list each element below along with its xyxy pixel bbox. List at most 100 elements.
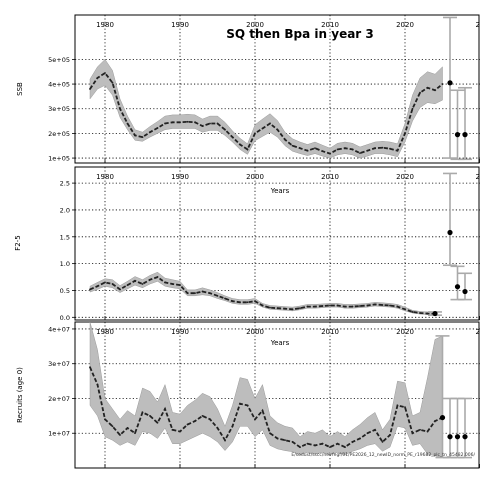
median-point <box>344 147 346 150</box>
median-point <box>246 301 249 304</box>
median-point <box>246 404 249 407</box>
median-point <box>404 406 406 409</box>
median-point <box>254 132 256 135</box>
x-tick-label: 2000 <box>246 173 264 181</box>
y-axis-label: SSB <box>16 82 24 96</box>
median-point <box>209 418 211 421</box>
median-point <box>374 428 376 431</box>
median-point <box>276 128 279 131</box>
median-point <box>141 283 144 285</box>
x-tick-label: 2010 <box>321 21 339 29</box>
panel-frame <box>74 14 480 164</box>
median-point <box>141 411 144 414</box>
median-point <box>291 308 294 311</box>
median-point <box>291 441 294 443</box>
median-point <box>231 425 234 428</box>
y-tick-label: 2e+05 <box>48 130 70 138</box>
median-point <box>374 147 376 150</box>
y-tick-label: 1.5 <box>60 233 70 241</box>
recruits-panel: 19801990200020102020201e+072e+073e+074e+… <box>16 321 480 469</box>
median-point <box>134 432 136 435</box>
median-point <box>284 138 286 141</box>
fishing-mortality-panel: 19801990200020102020200.00.51.01.52.02.5… <box>14 166 480 347</box>
confidence-band <box>89 321 443 458</box>
projection-point <box>462 434 468 440</box>
median-point <box>269 306 271 309</box>
median-point <box>134 279 136 282</box>
median-point <box>336 304 339 307</box>
median-point <box>216 427 219 429</box>
median-point <box>306 442 309 445</box>
median-point <box>201 414 204 417</box>
median-point <box>389 147 391 150</box>
median-point <box>171 283 174 285</box>
median-point <box>156 421 159 424</box>
median-point <box>404 308 406 311</box>
median-point <box>299 307 301 310</box>
median-point <box>411 432 414 435</box>
median-point <box>239 301 241 304</box>
median-point <box>164 122 166 125</box>
median-point <box>164 281 166 284</box>
y-axis-label: Recruits (age 0) <box>16 367 24 423</box>
median-point <box>126 284 129 287</box>
median-point <box>239 143 241 146</box>
chart-title: SQ then Bpa in year 3 <box>226 27 374 41</box>
projection-point <box>447 80 453 86</box>
median-series-line <box>89 366 443 449</box>
y-tick-label: 2.0 <box>60 206 70 214</box>
median-point <box>111 81 114 84</box>
x-tick-label: 2010 <box>321 328 339 336</box>
projection-point <box>447 434 453 440</box>
y-tick-label: 1e+07 <box>48 430 70 438</box>
median-point <box>201 125 204 127</box>
median-point <box>366 304 369 307</box>
y-tick-label: 4e+07 <box>48 325 70 333</box>
median-point <box>209 292 211 295</box>
median-point <box>119 288 121 291</box>
x-tick-label: 2020 <box>396 173 414 181</box>
x-tick-label: 1990 <box>171 328 189 336</box>
median-point <box>246 148 249 151</box>
y-tick-label: 4e+05 <box>48 81 70 89</box>
median-point <box>216 294 219 297</box>
median-point <box>126 427 129 429</box>
median-point <box>419 428 421 431</box>
confidence-band <box>89 271 436 316</box>
median-point <box>254 418 256 421</box>
median-point <box>426 312 429 315</box>
median-point <box>186 292 189 295</box>
median-point <box>126 122 129 125</box>
median-point <box>254 300 256 303</box>
median-point <box>276 437 279 440</box>
median-point <box>141 136 144 139</box>
median-point <box>149 131 151 134</box>
median-point <box>396 149 399 152</box>
median-point <box>306 149 309 152</box>
y-axis-label: F2-5 <box>14 235 22 250</box>
median-point <box>426 86 429 89</box>
median-point <box>299 147 301 150</box>
median-point <box>321 305 324 307</box>
median-point <box>194 420 196 422</box>
x-tick-label: 20 <box>476 328 480 336</box>
median-point <box>269 432 271 435</box>
median-point <box>171 428 174 431</box>
median-point <box>321 150 324 153</box>
median-point <box>231 300 234 303</box>
median-point <box>441 83 444 85</box>
median-point <box>396 404 399 407</box>
median-point <box>314 147 316 150</box>
median-point <box>329 304 331 307</box>
x-tick-label: 2020 <box>396 21 414 29</box>
median-point <box>359 305 361 307</box>
median-point <box>104 281 106 284</box>
projection-point <box>439 414 446 421</box>
projection-point <box>447 229 453 236</box>
y-tick-label: 3e+07 <box>48 360 70 368</box>
median-point <box>336 148 339 151</box>
median-point <box>149 278 151 281</box>
median-point <box>351 148 354 151</box>
projection-point <box>462 288 468 295</box>
